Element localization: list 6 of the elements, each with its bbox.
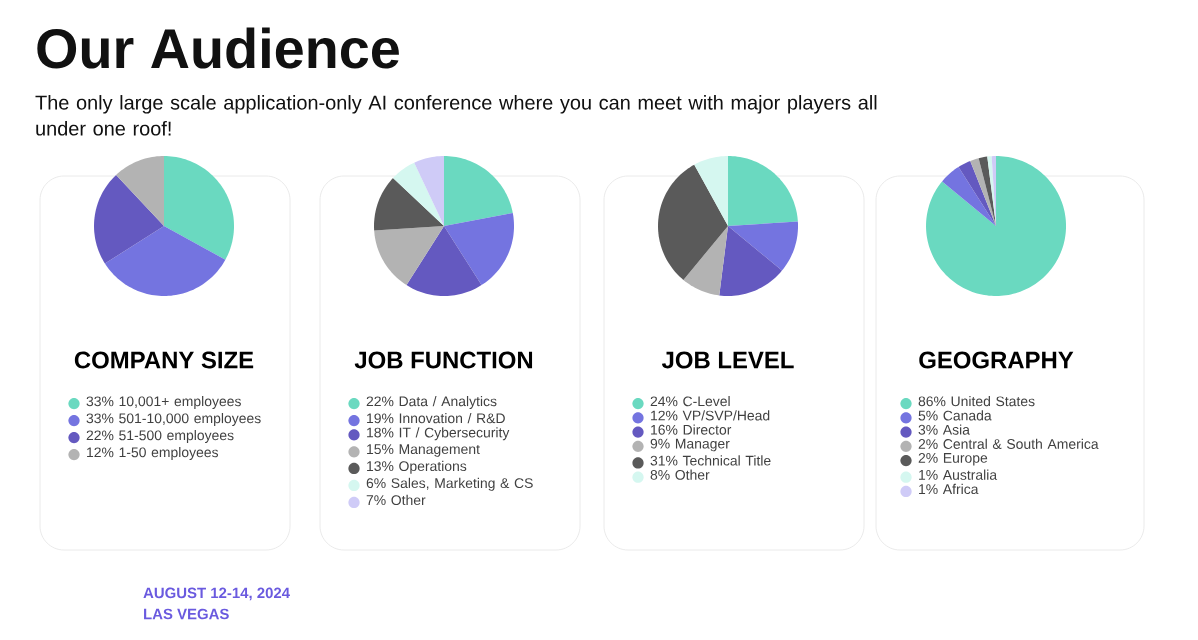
text: JOB LEVEL — [661, 351, 794, 369]
text: The only large scale application-only AI conference where you can meet with major players all under one roof! — [35, 95, 877, 136]
text: JOB FUNCTION — [354, 351, 533, 369]
text: Our Audience — [37, 27, 399, 69]
text: COMPANY SIZE — [74, 351, 254, 369]
text: GEOGRAPHY — [919, 351, 1074, 369]
